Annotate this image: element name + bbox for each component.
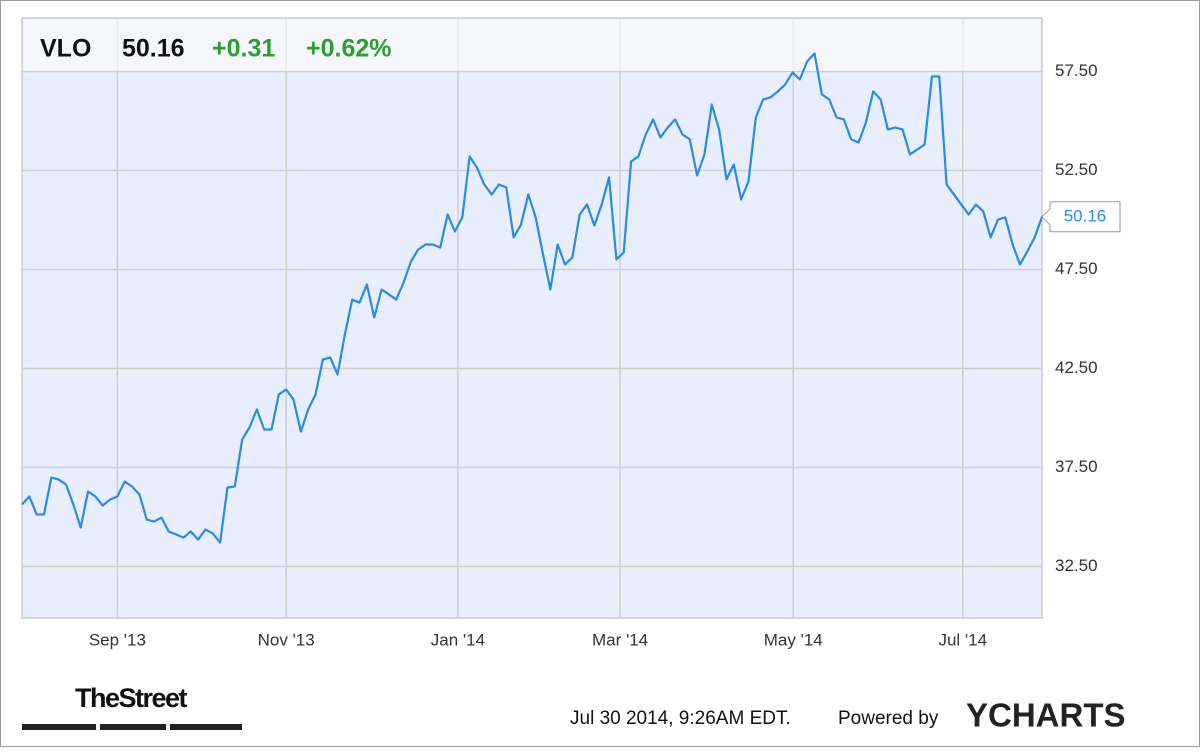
y-tick-label: 57.50 <box>1055 61 1098 80</box>
x-tick-label: Jul '14 <box>938 630 987 649</box>
price-line <box>21 52 1044 544</box>
x-tick-label: Sep '13 <box>89 630 146 649</box>
y-tick-label: 42.50 <box>1055 358 1098 377</box>
marks <box>21 52 1044 544</box>
logo-bar <box>22 724 96 730</box>
logo-bar <box>170 724 242 730</box>
x-tick-label: May '14 <box>764 630 823 649</box>
x-tick-label: Mar '14 <box>592 630 648 649</box>
powered-by: Powered by <box>838 708 939 729</box>
last-price-label: 50.16 <box>1064 206 1107 225</box>
last-price-box <box>1041 201 1121 233</box>
price: 50.16 <box>122 35 185 63</box>
y-tick-label: 52.50 <box>1055 160 1098 179</box>
source-logo: TheStreet <box>75 683 188 713</box>
y-tick-label: 37.50 <box>1055 457 1098 476</box>
timestamp: Jul 30 2014, 9:26AM EDT. <box>570 708 791 729</box>
brand: YCHARTS <box>966 697 1126 734</box>
header-band <box>23 19 1041 71</box>
change-percent: +0.62% <box>306 35 392 63</box>
change: +0.31 <box>212 35 275 63</box>
x-tick-label: Jan '14 <box>431 630 485 649</box>
y-tick-label: 32.50 <box>1055 556 1098 575</box>
logo-bar <box>100 724 166 730</box>
x-tick-label: Nov '13 <box>258 630 315 649</box>
y-tick-label: 47.50 <box>1055 259 1098 278</box>
plot-area <box>21 17 1043 619</box>
grid <box>22 18 1042 618</box>
symbol: VLO <box>40 35 91 63</box>
